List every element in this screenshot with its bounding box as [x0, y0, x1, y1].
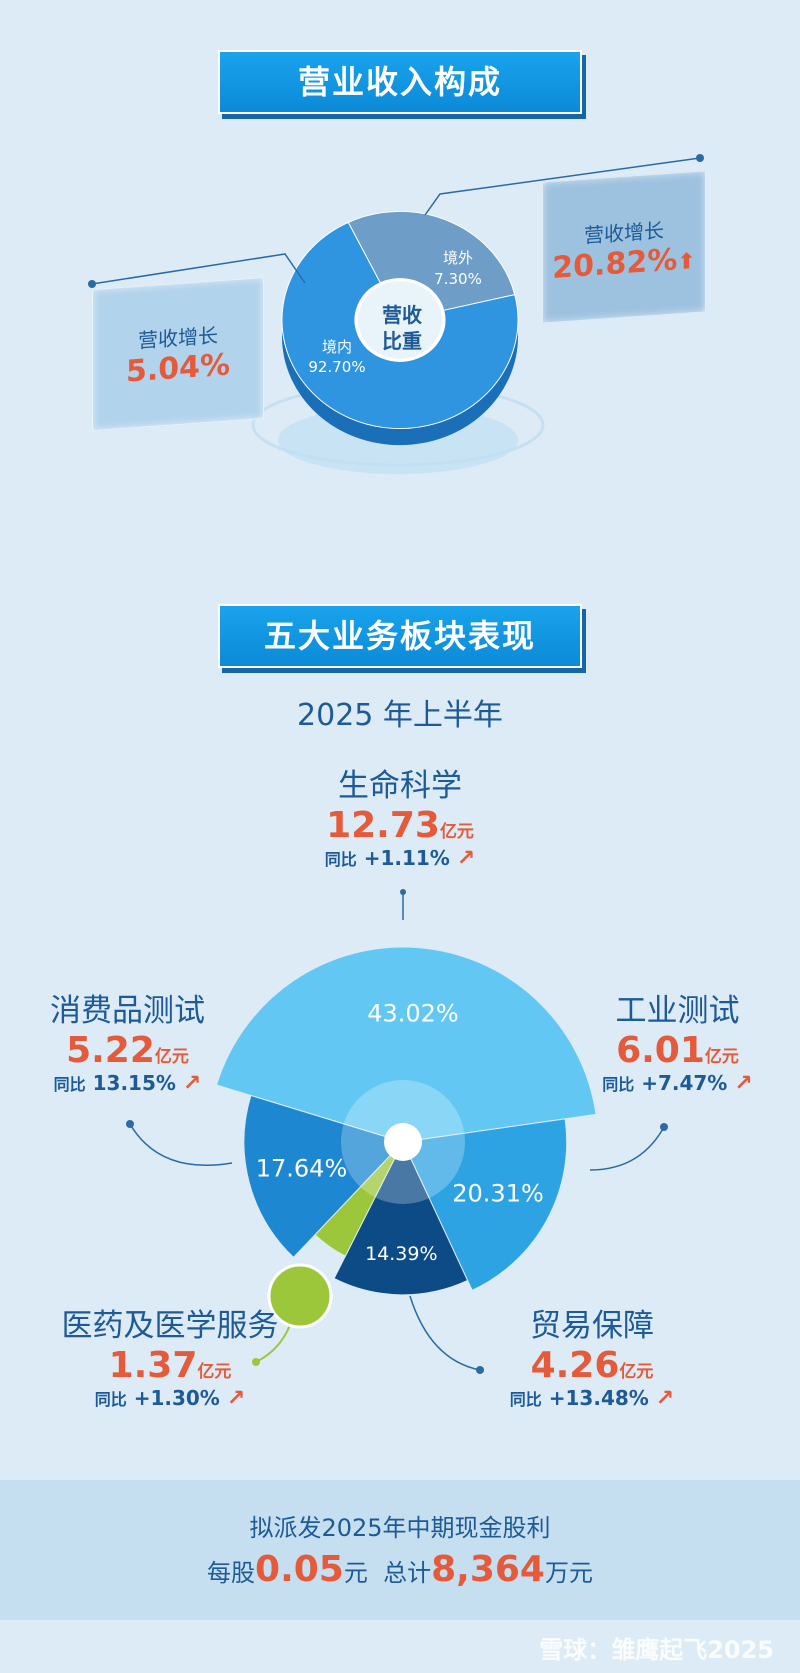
- overseas-name-label: 境外: [443, 249, 473, 267]
- trend-up-icon: ↗: [456, 846, 476, 871]
- segment-consumer-yoy: 同比 13.15% ↗: [30, 1071, 225, 1096]
- segment-medical-amount: 1.37亿元: [109, 1345, 232, 1386]
- rose-slice-industrial: [402, 1118, 568, 1292]
- industrial-amount-value: 6.01: [616, 1030, 705, 1071]
- watermark: 雪球：雏鹰起飞2025: [539, 1636, 774, 1664]
- segment-life-yoy: 同比 +1.11% ↗: [300, 846, 500, 871]
- leader-dot-industrial: [660, 1123, 668, 1131]
- life-yoy-label: 同比: [324, 850, 357, 869]
- trend-up-icon: ↗: [182, 1071, 202, 1096]
- medical-yoy-label: 同比: [94, 1390, 127, 1409]
- leader-dot-trade: [476, 1366, 484, 1374]
- life-amount-unit: 亿元: [439, 822, 474, 842]
- rose-group: 43.02%20.31%14.39%4.64%17.64%: [215, 946, 597, 1308]
- revenue-composition-title: 营业收入构成: [218, 50, 582, 114]
- period-label: 2025 年上半年: [297, 698, 503, 733]
- donut-slices: [281, 210, 519, 446]
- leader-dot-medical: [252, 1358, 260, 1366]
- domestic-share-label: 92.70%: [308, 358, 365, 376]
- dividend-headline: 拟派发2025年中期现金股利: [249, 1514, 551, 1542]
- leader-line-overseas: [424, 157, 701, 216]
- medical-yoy-value: +1.30%: [133, 1386, 220, 1410]
- share-label-trade: 14.39%: [365, 1243, 437, 1265]
- segment-trade-assurance: 贸易保障 4.26亿元 同比 +13.48% ↗: [502, 1300, 682, 1411]
- medical-amount-value: 1.37: [108, 1345, 198, 1386]
- industrial-yoy-label: 同比: [602, 1075, 635, 1094]
- total-prefix: 总计: [383, 1559, 432, 1587]
- consumer-amount-unit: 亿元: [154, 1047, 189, 1067]
- segments-title: 五大业务板块表现: [218, 604, 582, 668]
- segment-trade-amount: 4.26亿元: [531, 1345, 654, 1386]
- leader-line-domestic: [91, 253, 306, 285]
- life-yoy-value: +1.11%: [363, 846, 450, 870]
- segment-consumer-amount: 5.22亿元: [66, 1030, 189, 1071]
- industrial-yoy-value: +7.47%: [641, 1071, 728, 1095]
- rose-center-dot: [384, 1123, 422, 1161]
- leader-dot-overseas: [696, 154, 704, 162]
- per-share-value: 0.05: [255, 1549, 344, 1590]
- dividend-details: 每股0.05元 总计8,364万元: [0, 1549, 800, 1590]
- donut-group: [281, 210, 519, 446]
- donut-center-label-2: 比重: [382, 329, 422, 353]
- segment-consumer-testing: 消费品测试 5.22亿元 同比 13.15% ↗: [30, 985, 225, 1096]
- medical-amount-unit: 亿元: [197, 1362, 232, 1382]
- consumer-yoy-value: 13.15%: [92, 1071, 176, 1095]
- leader-dot-life: [400, 889, 406, 895]
- leader-line-medical: [255, 1324, 291, 1363]
- per-share-unit: 元: [343, 1559, 368, 1587]
- industrial-amount-unit: 亿元: [704, 1047, 739, 1067]
- segment-trade-name: 贸易保障: [530, 1308, 654, 1344]
- leader-dot-consumer: [126, 1120, 134, 1128]
- rose-slice-consumer: [243, 1094, 404, 1259]
- dividend-banner: 拟派发2025年中期现金股利 每股0.05元 总计8,364万元: [0, 1480, 800, 1620]
- segment-medical-services: 医药及医学服务 1.37亿元 同比 +1.30% ↗: [55, 1300, 285, 1411]
- consumer-yoy-label: 同比: [53, 1075, 86, 1094]
- segment-medical-name: 医药及医学服务: [61, 1308, 279, 1344]
- trend-up-icon: ↗: [226, 1386, 246, 1411]
- segment-industrial-testing: 工业测试 6.01亿元 同比 +7.47% ↗: [585, 985, 770, 1096]
- rose-slice-trade: [333, 1140, 469, 1296]
- trade-yoy-label: 同比: [509, 1390, 542, 1409]
- medical-share-bubble: [267, 1263, 333, 1329]
- segment-trade-yoy: 同比 +13.48% ↗: [502, 1386, 682, 1411]
- segment-consumer-name: 消费品测试: [50, 993, 205, 1029]
- trend-up-icon: ↗: [655, 1386, 675, 1411]
- total-unit: 万元: [544, 1559, 593, 1587]
- life-amount-value: 12.73: [326, 805, 440, 846]
- domestic-name-label: 境内: [322, 338, 352, 356]
- segment-industrial-yoy: 同比 +7.47% ↗: [585, 1071, 770, 1096]
- segment-industrial-amount: 6.01亿元: [616, 1030, 739, 1071]
- consumer-amount-value: 5.22: [66, 1030, 155, 1071]
- segment-life-science: 生命科学 12.73亿元 同比 +1.11% ↗: [300, 760, 500, 871]
- segment-life-amount: 12.73亿元: [326, 805, 474, 846]
- share-label-life: 43.02%: [367, 1000, 459, 1028]
- leader-line-trade: [409, 1295, 481, 1371]
- donut-center-label-1: 营收: [382, 303, 422, 327]
- trade-amount-value: 4.26: [530, 1345, 620, 1386]
- revenue-donut-chart: 境内 92.70% 境外 7.30% 营收 比重: [88, 154, 704, 474]
- trade-yoy-value: +13.48%: [548, 1386, 649, 1410]
- total-value: 8,364: [431, 1549, 545, 1590]
- leader-line-industrial: [589, 1126, 665, 1171]
- donut-hole-inner: [358, 281, 442, 359]
- trend-up-icon: ↗: [734, 1071, 753, 1096]
- trade-amount-unit: 亿元: [619, 1362, 654, 1382]
- per-share-prefix: 每股: [207, 1559, 256, 1587]
- leader-dot-domestic: [88, 280, 96, 288]
- share-label-industrial: 20.31%: [452, 1179, 544, 1207]
- rose-slice-life: [215, 946, 597, 1143]
- segment-medical-yoy: 同比 +1.30% ↗: [55, 1386, 285, 1411]
- segment-life-name: 生命科学: [338, 768, 462, 804]
- segment-industrial-name: 工业测试: [615, 993, 740, 1029]
- share-label-consumer: 17.64%: [256, 1155, 348, 1183]
- leader-line-consumer: [129, 1123, 233, 1166]
- overseas-share-label: 7.30%: [434, 270, 482, 288]
